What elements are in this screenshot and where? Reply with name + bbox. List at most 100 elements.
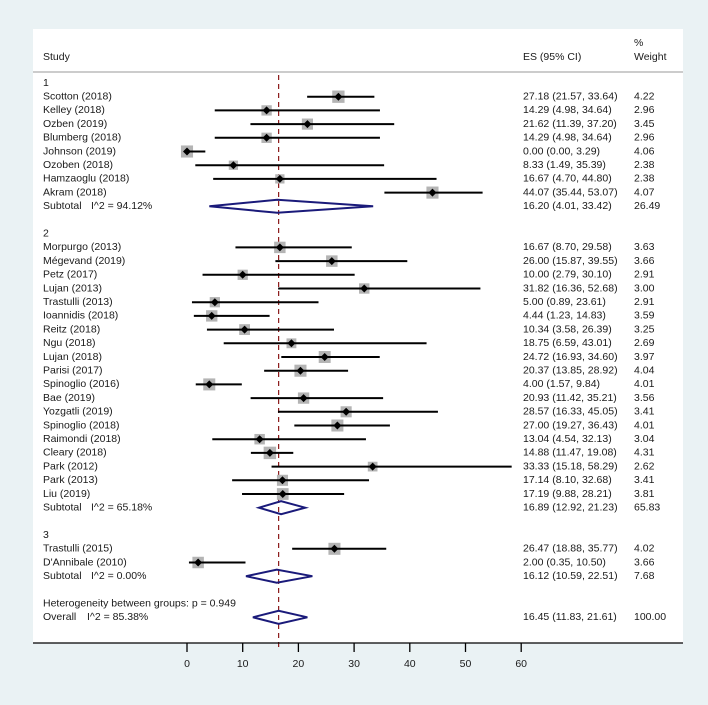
study-weight: 3.81 <box>634 488 655 500</box>
subtotal-diamond <box>245 568 313 584</box>
study-es-ci: 4.44 (1.23, 14.83) <box>523 310 606 322</box>
study-name: Trastulli (2013) <box>43 296 113 308</box>
study-weight: 2.38 <box>634 159 655 171</box>
header-study: Study <box>43 51 71 63</box>
point-estimate-marker <box>428 188 437 197</box>
study-weight: 3.04 <box>634 433 655 445</box>
study-name: D'Annibale (2010) <box>43 556 127 568</box>
study-es-ci: 2.00 (0.35, 10.50) <box>523 556 606 568</box>
header-weight-percent: % <box>634 37 643 49</box>
header-weight: Weight <box>634 51 667 63</box>
overall-es-ci: 16.45 (11.83, 21.61) <box>523 611 617 623</box>
subtotal-label: Subtotal <box>43 501 82 513</box>
study-weight: 2.69 <box>634 337 655 349</box>
point-estimate-marker <box>333 421 342 430</box>
study-es-ci: 8.33 (1.49, 35.39) <box>523 159 606 171</box>
study-weight: 4.06 <box>634 145 655 157</box>
study-name: Blumberg (2018) <box>43 132 121 144</box>
point-estimate-marker <box>287 339 296 348</box>
study-es-ci: 18.75 (6.59, 43.01) <box>523 337 612 349</box>
study-es-ci: 17.19 (9.88, 28.21) <box>523 488 612 500</box>
study-name: Hamzaoglu (2018) <box>43 173 129 185</box>
x-tick-label: 10 <box>237 658 249 670</box>
study-name: Ngu (2018) <box>43 337 96 349</box>
study-es-ci: 33.33 (15.18, 58.29) <box>523 460 618 472</box>
point-estimate-marker <box>334 92 343 101</box>
point-estimate-marker <box>275 243 284 252</box>
study-es-ci: 31.82 (16.36, 52.68) <box>523 282 618 294</box>
study-name: Raimondi (2018) <box>43 433 121 445</box>
x-tick-label: 20 <box>293 658 305 670</box>
study-es-ci: 27.18 (21.57, 33.64) <box>523 90 618 102</box>
study-es-ci: 28.57 (16.33, 45.05) <box>523 406 618 418</box>
study-name: Park (2013) <box>43 474 98 486</box>
study-es-ci: 20.37 (13.85, 28.92) <box>523 364 618 376</box>
subtotal-es-ci: 16.89 (12.92, 21.23) <box>523 501 618 513</box>
x-tick-label: 40 <box>404 658 416 670</box>
study-name: Bae (2019) <box>43 392 95 404</box>
point-estimate-marker <box>330 544 339 553</box>
subtotal-weight: 7.68 <box>634 570 655 582</box>
study-name: Liu (2019) <box>43 488 90 500</box>
point-estimate-marker <box>299 394 308 403</box>
point-estimate-marker <box>183 147 191 156</box>
study-weight: 4.04 <box>634 364 655 376</box>
overall-label: Overall <box>43 611 76 623</box>
study-name: Park (2012) <box>43 460 98 472</box>
group-label: 2 <box>43 227 49 239</box>
study-name: Lujan (2018) <box>43 351 102 363</box>
study-es-ci: 21.62 (11.39, 37.20) <box>523 118 617 130</box>
study-weight: 3.45 <box>634 118 655 130</box>
subtotal-i2: I^2 = 65.18% <box>91 501 152 513</box>
study-es-ci: 14.88 (11.47, 19.08) <box>523 447 617 459</box>
study-weight: 4.01 <box>634 419 655 431</box>
point-estimate-marker <box>360 284 369 293</box>
study-weight: 3.00 <box>634 282 655 294</box>
x-tick-label: 0 <box>184 658 190 670</box>
study-weight: 3.63 <box>634 241 655 253</box>
study-es-ci: 5.00 (0.89, 23.61) <box>523 296 606 308</box>
study-weight: 2.91 <box>634 269 655 281</box>
study-es-ci: 17.14 (8.10, 32.68) <box>523 474 612 486</box>
study-name: Reitz (2018) <box>43 323 100 335</box>
header-es-ci: ES (95% CI) <box>523 51 581 63</box>
heterogeneity-text: Heterogeneity between groups: p = 0.949 <box>43 597 236 609</box>
point-estimate-marker <box>207 311 216 320</box>
study-weight: 4.07 <box>634 186 655 198</box>
group-label: 3 <box>43 529 49 541</box>
study-name: Lujan (2013) <box>43 282 102 294</box>
point-estimate-marker <box>205 380 214 389</box>
study-name: Johnson (2019) <box>43 145 116 157</box>
x-tick-label: 60 <box>515 658 527 670</box>
point-estimate-marker <box>303 120 312 129</box>
study-weight: 2.91 <box>634 296 655 308</box>
study-name: Mégevand (2019) <box>43 255 125 267</box>
study-name: Yozgatli (2019) <box>43 406 113 418</box>
study-es-ci: 10.34 (3.58, 26.39) <box>523 323 612 335</box>
study-weight: 3.59 <box>634 310 655 322</box>
point-estimate-marker <box>255 435 264 444</box>
study-es-ci: 10.00 (2.79, 30.10) <box>523 269 612 281</box>
point-estimate-marker <box>278 476 287 485</box>
study-es-ci: 26.47 (18.88, 35.77) <box>523 543 618 555</box>
study-es-ci: 44.07 (35.44, 53.07) <box>523 186 618 198</box>
study-name: Petz (2017) <box>43 269 97 281</box>
point-estimate-marker <box>275 174 284 183</box>
point-estimate-marker <box>265 448 274 457</box>
study-weight: 3.97 <box>634 351 655 363</box>
subtotal-i2: I^2 = 0.00% <box>91 570 146 582</box>
study-weight: 3.41 <box>634 406 655 418</box>
point-estimate-marker <box>296 366 305 375</box>
point-estimate-marker <box>342 407 351 416</box>
subtotal-diamond <box>209 198 374 214</box>
study-name: Ozoben (2018) <box>43 159 113 171</box>
subtotal-weight: 26.49 <box>634 200 660 212</box>
study-name: Parisi (2017) <box>43 364 103 376</box>
subtotal-diamond <box>255 500 310 516</box>
study-weight: 3.66 <box>634 556 655 568</box>
study-es-ci: 13.04 (4.54, 32.13) <box>523 433 612 445</box>
study-es-ci: 0.00 (0.00, 3.29) <box>523 145 600 157</box>
study-name: Spinoglio (2018) <box>43 419 119 431</box>
study-name: Kelley (2018) <box>43 104 105 116</box>
